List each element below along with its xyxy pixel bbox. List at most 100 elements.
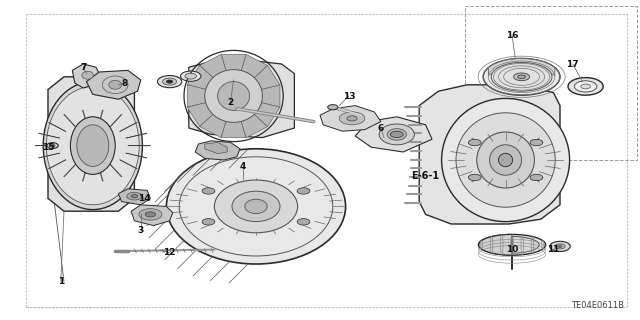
Ellipse shape [485,236,540,253]
Polygon shape [110,114,122,127]
Circle shape [468,174,481,181]
Polygon shape [83,110,87,124]
Polygon shape [48,77,134,211]
Circle shape [339,112,365,125]
Text: 16: 16 [506,31,518,40]
Circle shape [328,105,338,110]
Polygon shape [35,145,58,146]
Ellipse shape [492,62,552,91]
Ellipse shape [513,73,529,81]
Circle shape [530,139,543,146]
Ellipse shape [166,80,173,83]
Circle shape [50,144,55,147]
Polygon shape [254,66,280,89]
Polygon shape [241,114,268,138]
Ellipse shape [163,78,177,85]
Polygon shape [221,121,246,138]
Ellipse shape [218,82,250,110]
Bar [465,6,637,160]
Text: 1: 1 [58,277,64,286]
Polygon shape [221,54,246,71]
Ellipse shape [442,99,570,222]
Text: 3: 3 [138,226,144,235]
Ellipse shape [180,71,201,81]
Ellipse shape [387,129,406,140]
Ellipse shape [477,132,534,188]
Ellipse shape [185,73,196,79]
Ellipse shape [490,145,522,175]
Polygon shape [126,133,147,138]
Polygon shape [63,114,76,127]
Circle shape [555,244,565,249]
Polygon shape [320,106,381,131]
Circle shape [47,143,58,148]
Polygon shape [188,103,213,126]
Ellipse shape [479,234,545,255]
Text: 7: 7 [80,63,86,72]
Ellipse shape [518,75,525,79]
Circle shape [202,219,215,225]
Circle shape [131,195,138,198]
Ellipse shape [456,113,556,207]
Text: 6: 6 [378,124,384,132]
Ellipse shape [157,76,182,88]
Polygon shape [99,167,103,181]
Polygon shape [200,114,226,138]
Ellipse shape [77,125,109,166]
Polygon shape [118,189,150,205]
Text: 4: 4 [240,162,246,171]
Text: 15: 15 [42,143,54,152]
Polygon shape [355,117,432,152]
Ellipse shape [214,180,298,233]
Ellipse shape [82,71,93,79]
Ellipse shape [499,153,513,167]
Circle shape [530,174,543,181]
Circle shape [139,209,162,220]
Polygon shape [49,122,66,132]
Polygon shape [49,160,66,169]
Text: 17: 17 [566,60,579,68]
Polygon shape [479,235,512,269]
Polygon shape [63,164,76,177]
Circle shape [468,139,481,146]
Ellipse shape [575,81,597,92]
Polygon shape [120,160,137,169]
Polygon shape [120,122,137,132]
Text: 14: 14 [138,194,150,203]
Ellipse shape [483,59,560,95]
Text: 8: 8 [122,79,128,88]
Polygon shape [261,85,280,107]
Text: 12: 12 [163,248,176,257]
Circle shape [297,188,310,194]
Polygon shape [38,133,60,138]
Circle shape [347,116,357,121]
Polygon shape [131,205,173,226]
Ellipse shape [166,149,346,264]
Polygon shape [128,145,150,146]
Polygon shape [38,153,60,158]
Polygon shape [188,66,213,89]
Ellipse shape [379,124,415,145]
Polygon shape [99,110,103,124]
Ellipse shape [43,82,143,210]
Ellipse shape [568,78,604,95]
Polygon shape [241,54,268,78]
Ellipse shape [205,70,262,123]
Ellipse shape [581,84,591,89]
Ellipse shape [70,117,115,174]
Text: E-6-1: E-6-1 [412,171,440,181]
Polygon shape [110,164,122,177]
Ellipse shape [232,191,280,222]
Polygon shape [200,54,226,78]
Text: 11: 11 [547,245,560,254]
Polygon shape [188,85,206,107]
Circle shape [202,188,215,194]
Ellipse shape [46,86,140,205]
Text: 10: 10 [506,245,518,254]
Text: TE04E0611B: TE04E0611B [571,301,624,310]
Circle shape [297,219,310,225]
Polygon shape [488,59,555,76]
Polygon shape [86,70,141,99]
Polygon shape [72,64,99,88]
Polygon shape [205,142,227,154]
